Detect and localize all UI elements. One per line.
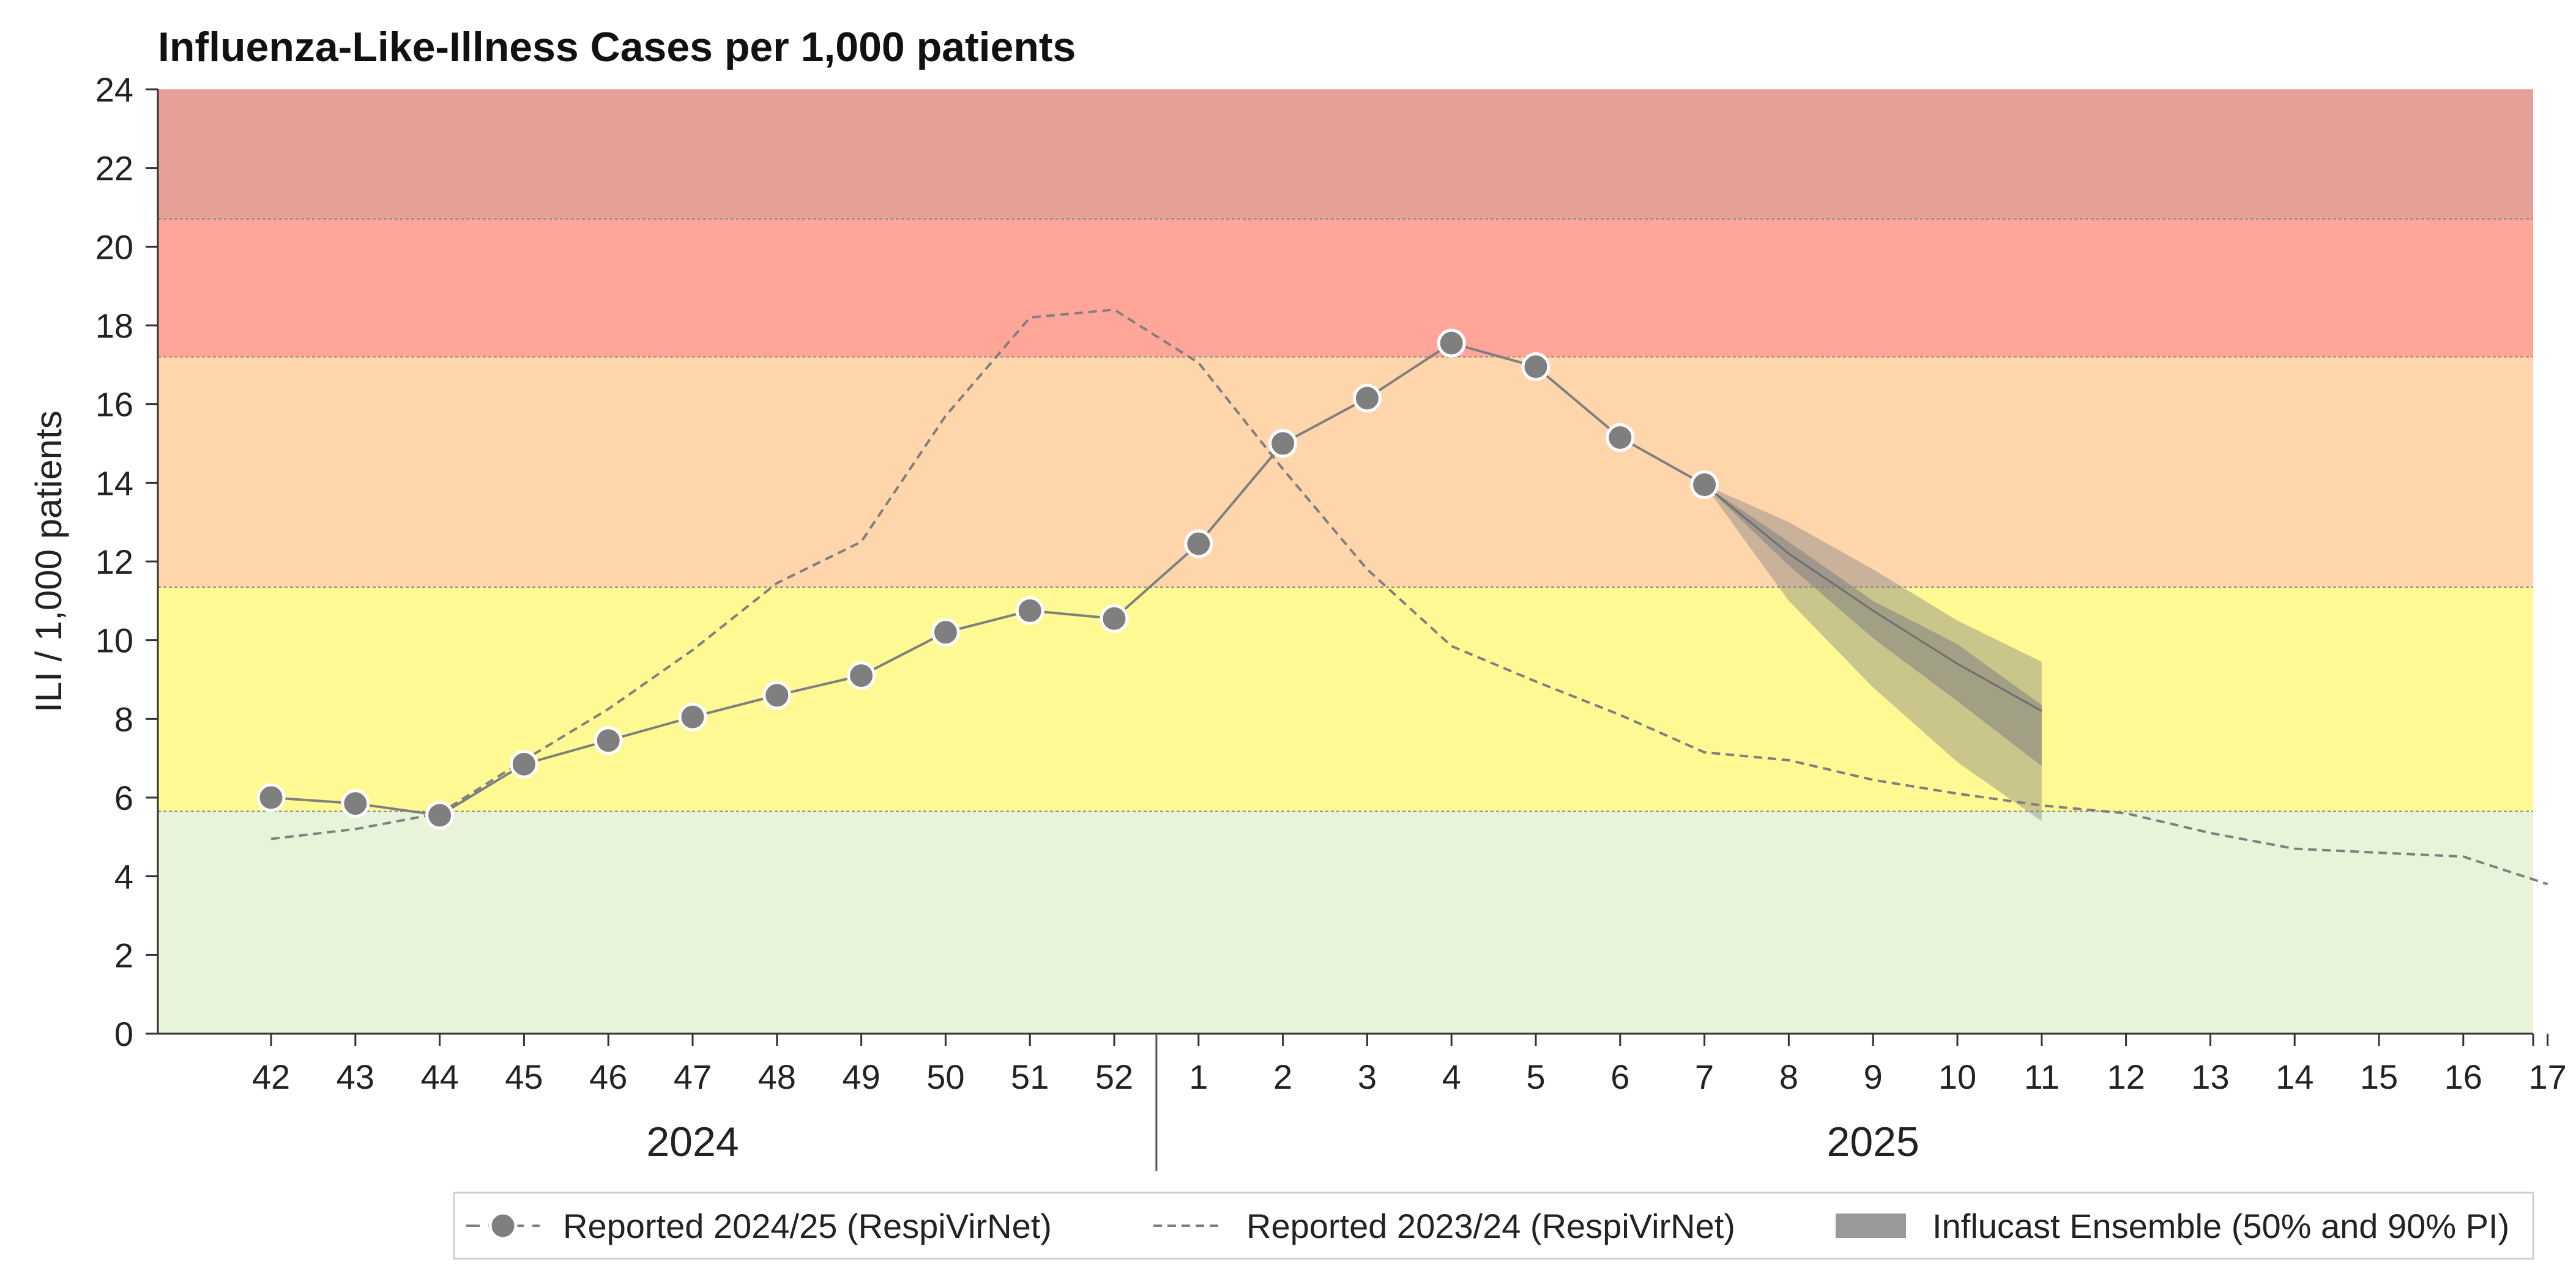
x-tick-label: 2 [1273, 1058, 1292, 1096]
x-tick-label: 52 [1095, 1058, 1133, 1096]
series-2024-25-line [270, 341, 1705, 817]
intensity-band [158, 89, 2533, 220]
data-point [1352, 383, 1382, 413]
year-label: 2025 [1827, 1119, 1919, 1165]
intensity-bands [158, 89, 2533, 1034]
legend-label: Reported 2023/24 (RespiVirNet) [1246, 1207, 1735, 1245]
forecast-pi90-band [1704, 484, 2042, 821]
x-tick-label: 44 [420, 1058, 458, 1096]
legend: Reported 2024/25 (RespiVirNet) Reported 2… [453, 1191, 2534, 1260]
intensity-band [158, 811, 2533, 1034]
x-tick-label: 8 [1779, 1058, 1798, 1096]
chart-title: Influenza-Like-Illness Cases per 1,000 p… [158, 24, 1076, 70]
x-tick-label: 15 [2360, 1058, 2398, 1096]
x-tick-label: 6 [1610, 1058, 1629, 1096]
data-point [678, 702, 707, 732]
x-tick-label: 1 [1189, 1058, 1208, 1096]
y-tick-label: 14 [95, 464, 133, 502]
y-tick-label: 18 [95, 306, 133, 345]
intensity-band [158, 357, 2533, 587]
y-axis-title: ILI / 1,000 patients [28, 410, 69, 713]
year-label: 2024 [646, 1119, 739, 1165]
legend-swatch-band [1836, 1213, 1906, 1238]
data-point [847, 661, 876, 691]
x-tick-label: 47 [674, 1058, 712, 1096]
x-tick-label: 14 [2276, 1058, 2314, 1096]
data-point [509, 749, 538, 779]
legend-swatch-marker [488, 1211, 518, 1240]
x-tick-label: 48 [758, 1058, 796, 1096]
data-point [1606, 423, 1635, 452]
x-tick-label: 9 [1864, 1058, 1883, 1096]
data-point [1521, 352, 1550, 382]
x-tick-label: 42 [252, 1058, 290, 1096]
legend-box [453, 1191, 2534, 1260]
y-tick-label: 12 [95, 543, 133, 581]
data-point [1100, 604, 1129, 633]
x-tick-label: 7 [1695, 1058, 1714, 1096]
x-tick-label: 45 [505, 1058, 543, 1096]
data-point [1268, 429, 1298, 458]
y-tick-label: 10 [95, 621, 133, 660]
y-tick-label: 22 [95, 149, 133, 188]
x-tick-label: 16 [2444, 1058, 2482, 1096]
data-point [762, 681, 792, 710]
y-tick-label: 6 [114, 779, 133, 817]
forecast-bands [1703, 484, 2042, 821]
y-tick-label: 0 [114, 1015, 133, 1053]
x-tick-label: 46 [589, 1058, 627, 1096]
x-tick-label: 10 [1938, 1058, 1976, 1096]
legend-label: Influcast Ensemble (50% and 90% PI) [1932, 1207, 2509, 1245]
data-point [341, 789, 370, 818]
series-lines [256, 308, 2548, 886]
y-tick-label: 8 [114, 700, 133, 738]
data-point [1437, 328, 1466, 358]
x-tick-label: 12 [2107, 1058, 2145, 1096]
x-tick-label: 49 [842, 1058, 880, 1096]
forecast-median-line [1703, 484, 2042, 712]
data-point [1015, 596, 1044, 625]
data-point [256, 783, 286, 812]
x-tick-label: 11 [2024, 1058, 2060, 1096]
data-point [594, 726, 623, 755]
x-tick-label: 51 [1011, 1058, 1049, 1096]
forecast-pi50-band [1704, 484, 2042, 766]
x-tick-label: 3 [1358, 1058, 1377, 1096]
x-tick-label: 17 [2528, 1058, 2566, 1096]
y-tick-label: 4 [114, 858, 133, 896]
x-tick-label: 4 [1442, 1058, 1461, 1096]
y-tick-label: 16 [95, 385, 133, 424]
data-point [1184, 529, 1213, 558]
legend-label: Reported 2024/25 (RespiVirNet) [563, 1207, 1052, 1245]
data-point [1690, 470, 1719, 500]
y-tick-label: 20 [95, 228, 133, 266]
data-point [425, 801, 455, 830]
intensity-band [158, 587, 2533, 812]
x-tick-label: 13 [2191, 1058, 2229, 1096]
x-tick-label: 50 [926, 1058, 964, 1096]
intensity-band [158, 219, 2533, 357]
y-tick-label: 2 [114, 936, 133, 974]
data-point [931, 618, 960, 647]
y-tick-label: 24 [95, 70, 133, 109]
x-tick-label: 43 [337, 1058, 374, 1096]
x-tick-label: 5 [1526, 1058, 1545, 1096]
